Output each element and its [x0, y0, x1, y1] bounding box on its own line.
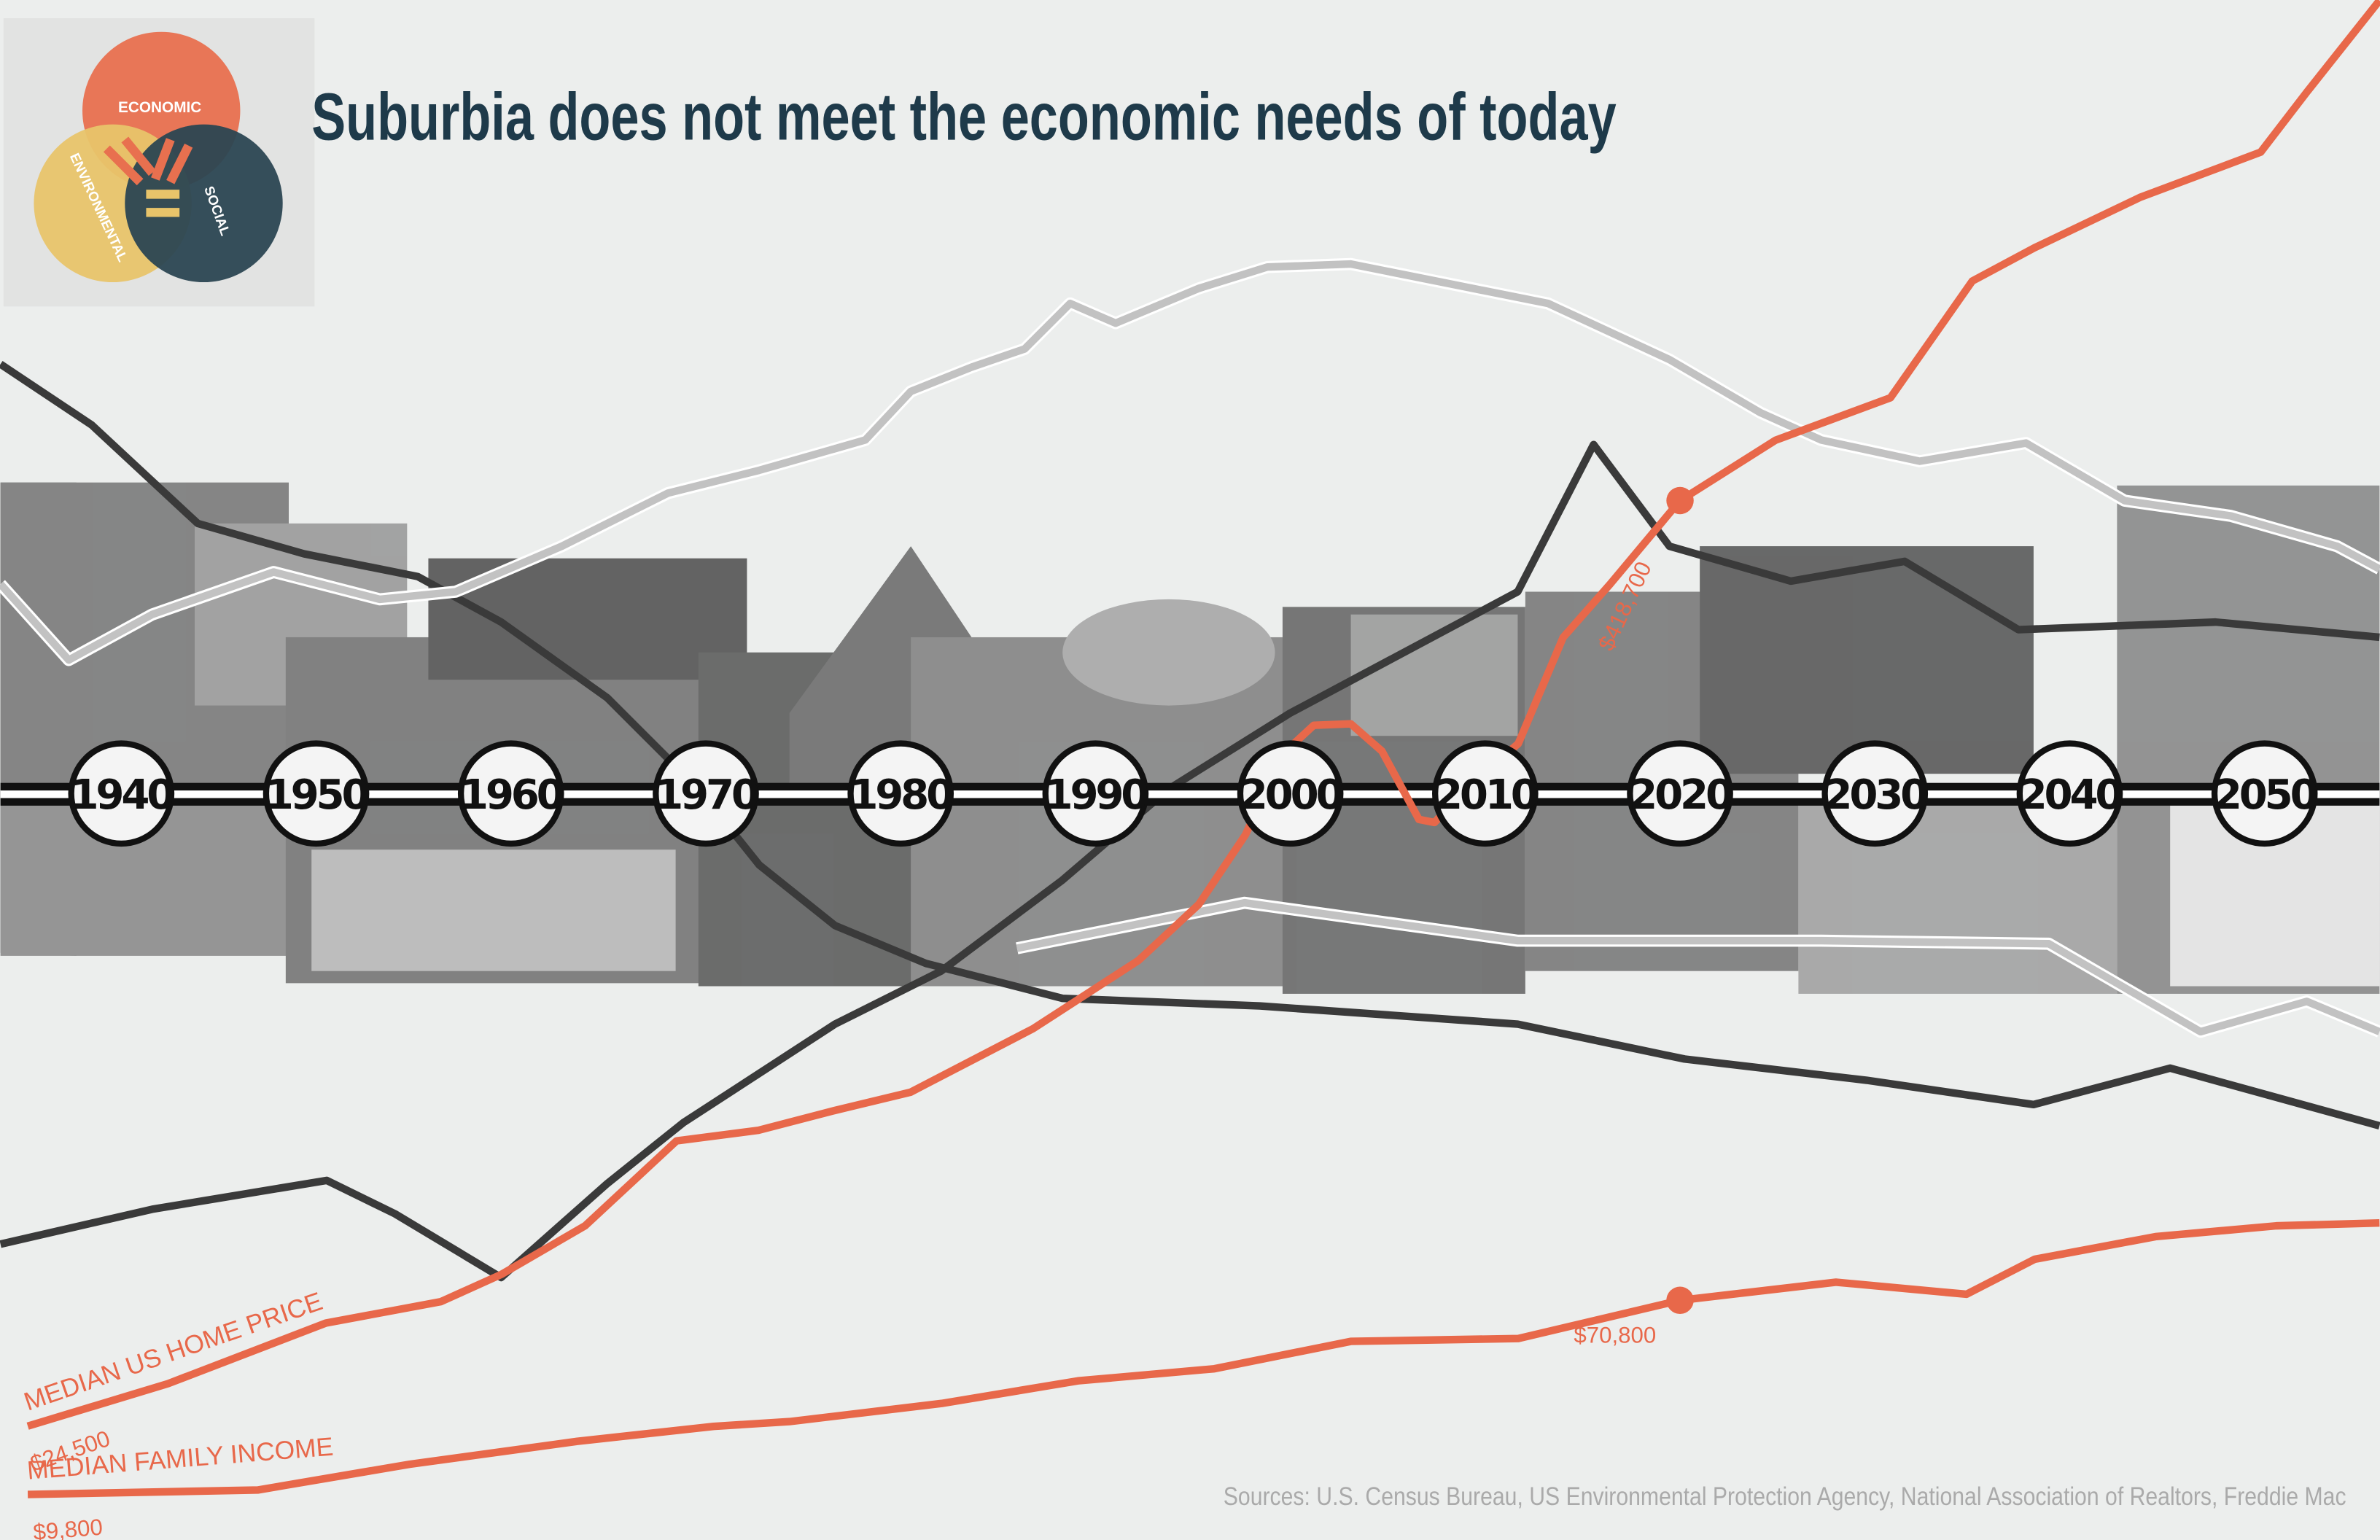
logo: ECONOMIC SOCIAL ENVIRONMENTAL — [4, 18, 315, 306]
chart-title: Suburbia does not meet the economic need… — [311, 79, 1617, 154]
x-tick-label: 2000 — [1240, 771, 1343, 819]
highlight-point — [1666, 487, 1693, 514]
highlight-point — [1666, 1287, 1693, 1314]
page: ECONOMIC SOCIAL ENVIRONMENTAL Suburbia d… — [0, 0, 2380, 1540]
infographic: ECONOMIC SOCIAL ENVIRONMENTAL Suburbia d… — [0, 0, 2380, 1540]
x-tick-label: 1990 — [1045, 771, 1148, 819]
x-tick-label: 2010 — [1434, 771, 1538, 819]
x-tick-label: 1960 — [460, 771, 564, 819]
x-tick-label: 1980 — [849, 771, 953, 819]
logo-label: ECONOMIC — [118, 99, 201, 116]
x-tick-label: 1950 — [265, 771, 369, 819]
x-tick-label: 2050 — [2214, 771, 2317, 819]
x-tick-label: 2040 — [2019, 771, 2123, 819]
x-tick-label: 2030 — [1824, 771, 1927, 819]
x-tick-label: 1970 — [655, 771, 758, 819]
value-label: $70,800 — [1574, 1323, 1656, 1348]
x-tick-label: 1940 — [70, 771, 174, 819]
x-tick-label: 2020 — [1629, 771, 1732, 819]
source-note: Sources: U.S. Census Bureau, US Environm… — [1224, 1482, 2346, 1511]
value-label: $9,800 — [32, 1514, 104, 1540]
